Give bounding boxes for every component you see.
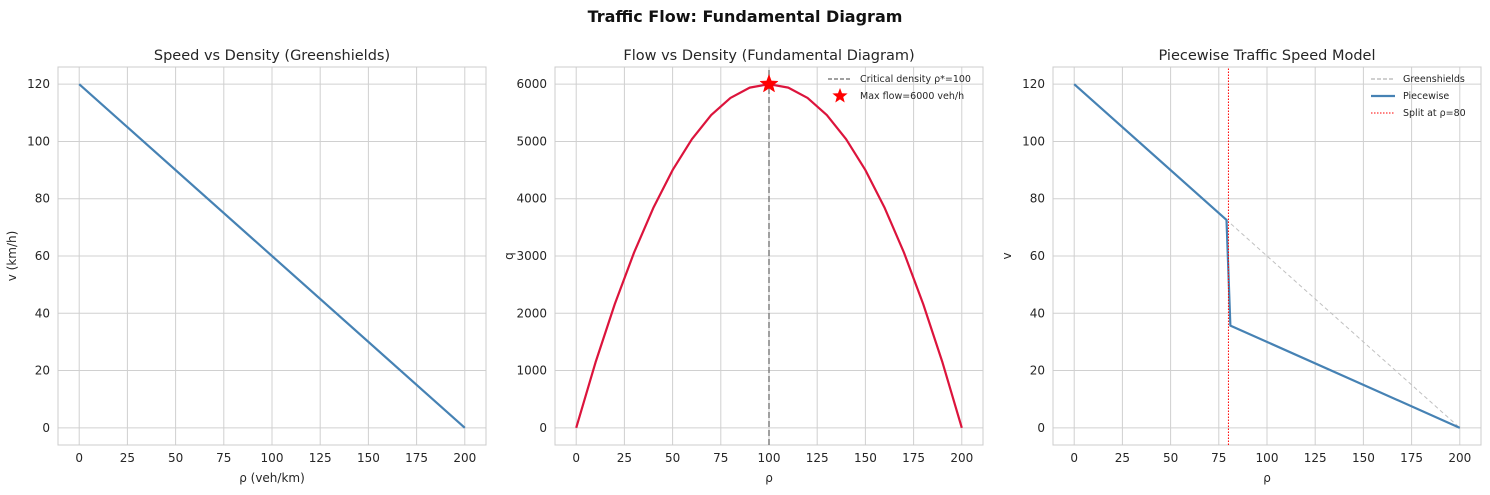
y-tick-label: 20 — [35, 364, 50, 378]
y-tick-label: 2000 — [516, 306, 547, 320]
x-tick-label: 175 — [1400, 451, 1423, 465]
x-tick-label: 50 — [1163, 451, 1178, 465]
y-tick-label: 20 — [1030, 364, 1045, 378]
y-tick-label: 5000 — [516, 134, 547, 148]
x-tick-label: 125 — [309, 451, 332, 465]
y-tick-label: 120 — [1022, 77, 1045, 91]
x-tick-label: 125 — [806, 451, 829, 465]
y-tick-label: 40 — [1030, 306, 1045, 320]
legend: Greenshields Piecewise Split at ρ=80 — [1371, 74, 1466, 119]
x-tick-label: 175 — [405, 451, 428, 465]
x-tick-label: 200 — [1448, 451, 1471, 465]
y-tick-label: 0 — [539, 421, 547, 435]
series-group — [1073, 67, 1461, 445]
x-tick-label: 200 — [950, 451, 973, 465]
max-flow-star-marker — [759, 73, 779, 93]
x-tick-label: 50 — [665, 451, 680, 465]
x-tick-label: 25 — [120, 451, 135, 465]
x-tick-label: 75 — [1211, 451, 1226, 465]
figure-title: Traffic Flow: Fundamental Diagram — [587, 7, 903, 26]
legend-label: Max flow=6000 veh/h — [860, 91, 964, 102]
x-axis-label: ρ — [765, 471, 773, 485]
legend-label: Split at ρ=80 — [1403, 108, 1466, 119]
y-axis-label: v — [1000, 252, 1014, 259]
y-axis-label: v (km/h) — [5, 231, 19, 282]
y-axis-label: q — [502, 252, 516, 260]
legend-label: Piecewise — [1403, 91, 1449, 102]
y-tick-label: 100 — [27, 134, 50, 148]
x-axis-label: ρ — [1263, 471, 1271, 485]
legend: Critical density ρ*=100 Max flow=6000 veh… — [828, 74, 971, 103]
plot-frame — [1052, 66, 1482, 446]
x-tick-label: 125 — [1304, 451, 1327, 465]
chart-1: 0 25 50 75 100 125 150 175 200 0 20 40 60 80 100 120 Spe… — [5, 48, 487, 485]
x-tick-label: 0 — [1070, 451, 1078, 465]
x-tick-label: 150 — [357, 451, 380, 465]
y-tick-label: 60 — [35, 249, 50, 263]
x-tick-label: 100 — [758, 451, 781, 465]
y-tick-label: 0 — [42, 421, 50, 435]
series-group — [78, 83, 466, 429]
y-tick-label: 6000 — [516, 77, 547, 91]
y-tick-label: 80 — [1030, 192, 1045, 206]
x-tick-label: 75 — [216, 451, 231, 465]
x-tick-label: 25 — [1115, 451, 1130, 465]
x-tick-label: 75 — [713, 451, 728, 465]
y-tick-label: 1000 — [516, 364, 547, 378]
y-tick-label: 60 — [1030, 249, 1045, 263]
x-tick-label: 50 — [168, 451, 183, 465]
series-line — [78, 83, 466, 429]
legend-label: Greenshields — [1403, 74, 1465, 85]
y-tick-label: 120 — [27, 77, 50, 91]
x-tick-label: 100 — [261, 451, 284, 465]
x-tick-label: 100 — [1256, 451, 1279, 465]
chart-title: Speed vs Density (Greenshields) — [154, 48, 390, 64]
y-tick-label: 100 — [1022, 134, 1045, 148]
y-tick-label: 4000 — [516, 192, 547, 206]
x-tick-label: 25 — [617, 451, 632, 465]
legend-label: Critical density ρ*=100 — [860, 74, 971, 85]
legend-star-marker — [832, 88, 848, 103]
x-tick-label: 175 — [902, 451, 925, 465]
chart-2: 0 25 50 75 100 125 150 175 200010002000300040005… — [502, 48, 984, 485]
chart-title: Piecewise Traffic Speed Model — [1158, 48, 1375, 64]
chart-3: 0 25 50 75 100 125 150 175 200 0 20 40 60 80 100 120 Pie… — [1000, 48, 1482, 485]
y-tick-label: 40 — [35, 306, 50, 320]
plot-frame — [57, 66, 487, 446]
chart-title: Flow vs Density (Fundamental Diagram) — [623, 48, 914, 64]
x-axis-label: ρ (veh/km) — [239, 471, 305, 485]
x-tick-label: 0 — [572, 451, 580, 465]
y-tick-label: 80 — [35, 192, 50, 206]
y-tick-label: 0 — [1037, 421, 1045, 435]
x-tick-label: 200 — [453, 451, 476, 465]
x-tick-label: 150 — [1352, 451, 1375, 465]
x-tick-label: 150 — [854, 451, 877, 465]
y-tick-label: 3000 — [516, 249, 547, 263]
x-tick-label: 0 — [75, 451, 83, 465]
